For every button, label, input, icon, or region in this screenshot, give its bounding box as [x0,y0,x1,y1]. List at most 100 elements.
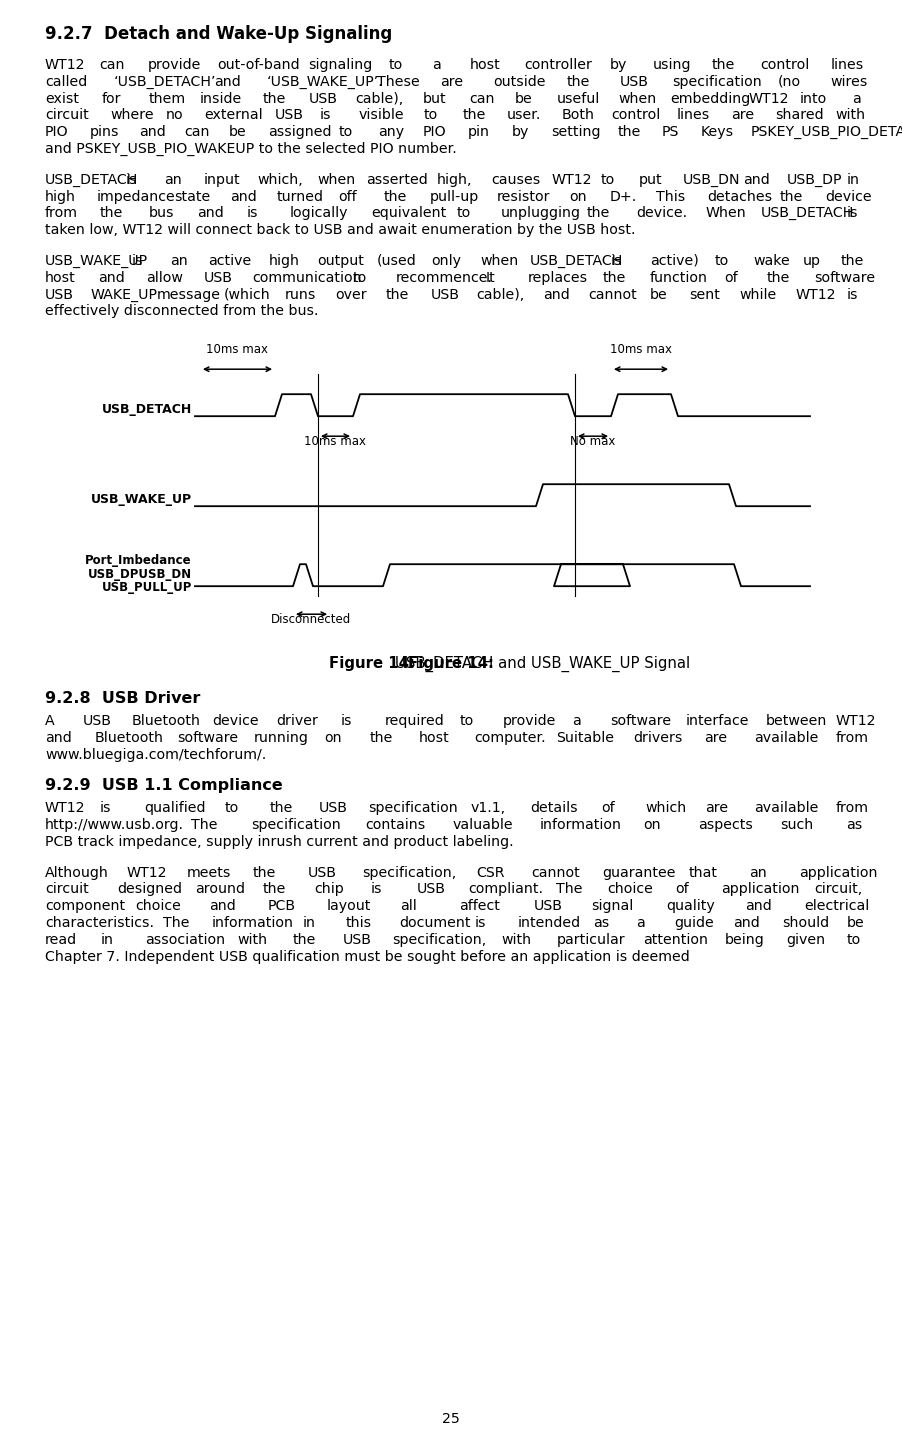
Text: USB: USB [417,883,446,896]
Text: an: an [170,253,188,268]
Text: device: device [825,189,872,203]
Text: Port_Imbedance: Port_Imbedance [86,554,192,567]
Text: and PSKEY_USB_PIO_WAKEUP to the selected PIO number.: and PSKEY_USB_PIO_WAKEUP to the selected… [45,142,456,156]
Text: WT12: WT12 [749,92,789,106]
Text: document: document [400,916,471,930]
Text: valuable: valuable [453,819,513,831]
Text: 9.2.7  Detach and Wake-Up Signaling: 9.2.7 Detach and Wake-Up Signaling [45,24,392,43]
Text: causes: causes [492,173,541,187]
Text: into: into [800,92,827,106]
Text: Bluetooth: Bluetooth [95,731,164,744]
Text: to: to [846,933,861,947]
Text: a: a [573,714,581,728]
Text: the: the [384,189,408,203]
Text: v1.1,: v1.1, [471,801,505,816]
Text: inside: inside [200,92,243,106]
Text: be: be [228,124,246,139]
Text: circuit: circuit [45,109,88,123]
Text: to: to [457,206,471,220]
Text: WT12: WT12 [126,866,167,880]
Text: message: message [157,288,221,302]
Text: computer.: computer. [474,731,546,744]
Text: with: with [237,933,268,947]
Text: embedding: embedding [670,92,750,106]
Text: control: control [760,59,810,72]
Text: Suitable: Suitable [557,731,614,744]
Text: runs: runs [284,288,316,302]
Text: drivers: drivers [633,731,682,744]
Text: function: function [650,270,708,285]
Text: PCB track impedance, supply inrush current and product labeling.: PCB track impedance, supply inrush curre… [45,834,513,849]
Text: cable),: cable), [476,288,525,302]
Text: device: device [212,714,259,728]
Text: external: external [204,109,262,123]
Text: and: and [742,173,769,187]
Text: Figure 14:: Figure 14: [408,657,494,671]
Text: quality: quality [666,899,714,913]
Text: high: high [45,189,76,203]
Text: and: and [209,899,236,913]
Text: This: This [656,189,685,203]
Text: USB_WAKE_UP: USB_WAKE_UP [45,253,148,268]
Text: pull-up: pull-up [429,189,479,203]
Text: an: an [749,866,767,880]
Text: electrical: electrical [804,899,870,913]
Text: aspects: aspects [698,819,753,831]
Text: PCB: PCB [268,899,296,913]
Text: to: to [353,270,367,285]
Text: (which: (which [224,288,270,302]
Text: to: to [339,124,354,139]
Text: bus: bus [148,206,174,220]
Text: by: by [610,59,627,72]
Text: the: the [369,731,392,744]
Text: WT12: WT12 [796,288,836,302]
Text: the: the [386,288,410,302]
Text: PIO: PIO [45,124,69,139]
Text: asserted: asserted [366,173,428,187]
Text: PIO: PIO [423,124,446,139]
Text: The: The [190,819,217,831]
Text: is: is [319,109,331,123]
Text: component: component [45,899,125,913]
Text: to: to [459,714,474,728]
Text: is: is [371,883,382,896]
Text: software: software [611,714,672,728]
Text: USB: USB [533,899,562,913]
Text: available: available [755,801,819,816]
Text: These: These [377,74,420,89]
Text: particular: particular [557,933,625,947]
Text: Figure 14:: Figure 14: [328,657,414,671]
Text: and: and [733,916,760,930]
Text: host: host [419,731,450,744]
Text: USB: USB [308,92,337,106]
Text: Bluetooth: Bluetooth [132,714,200,728]
Text: communication: communication [252,270,362,285]
Text: are: are [732,109,755,123]
Text: Both: Both [562,109,594,123]
Text: the: the [253,866,276,880]
Text: from: from [836,801,869,816]
Text: while: while [740,288,778,302]
Text: USB_DN: USB_DN [683,173,741,187]
Text: impedance: impedance [97,189,175,203]
Text: them: them [148,92,186,106]
Text: is: is [846,206,858,220]
Text: specification: specification [672,74,762,89]
Text: up: up [803,253,821,268]
Text: a: a [851,92,861,106]
Text: www.bluegiga.com/techforum/.: www.bluegiga.com/techforum/. [45,747,266,761]
Text: cannot: cannot [531,866,580,880]
Text: high,: high, [437,173,473,187]
Text: this: this [345,916,372,930]
Text: with: with [501,933,531,947]
Text: and: and [140,124,166,139]
Text: (used: (used [377,253,417,268]
Text: logically: logically [290,206,348,220]
Text: no: no [165,109,183,123]
Text: USB_DETACH: USB_DETACH [760,206,853,220]
Text: sent: sent [689,288,720,302]
Text: when: when [481,253,520,268]
Text: and: and [214,74,241,89]
Text: USB_DETACH and USB_WAKE_UP Signal: USB_DETACH and USB_WAKE_UP Signal [395,657,690,673]
Text: affect: affect [459,899,500,913]
